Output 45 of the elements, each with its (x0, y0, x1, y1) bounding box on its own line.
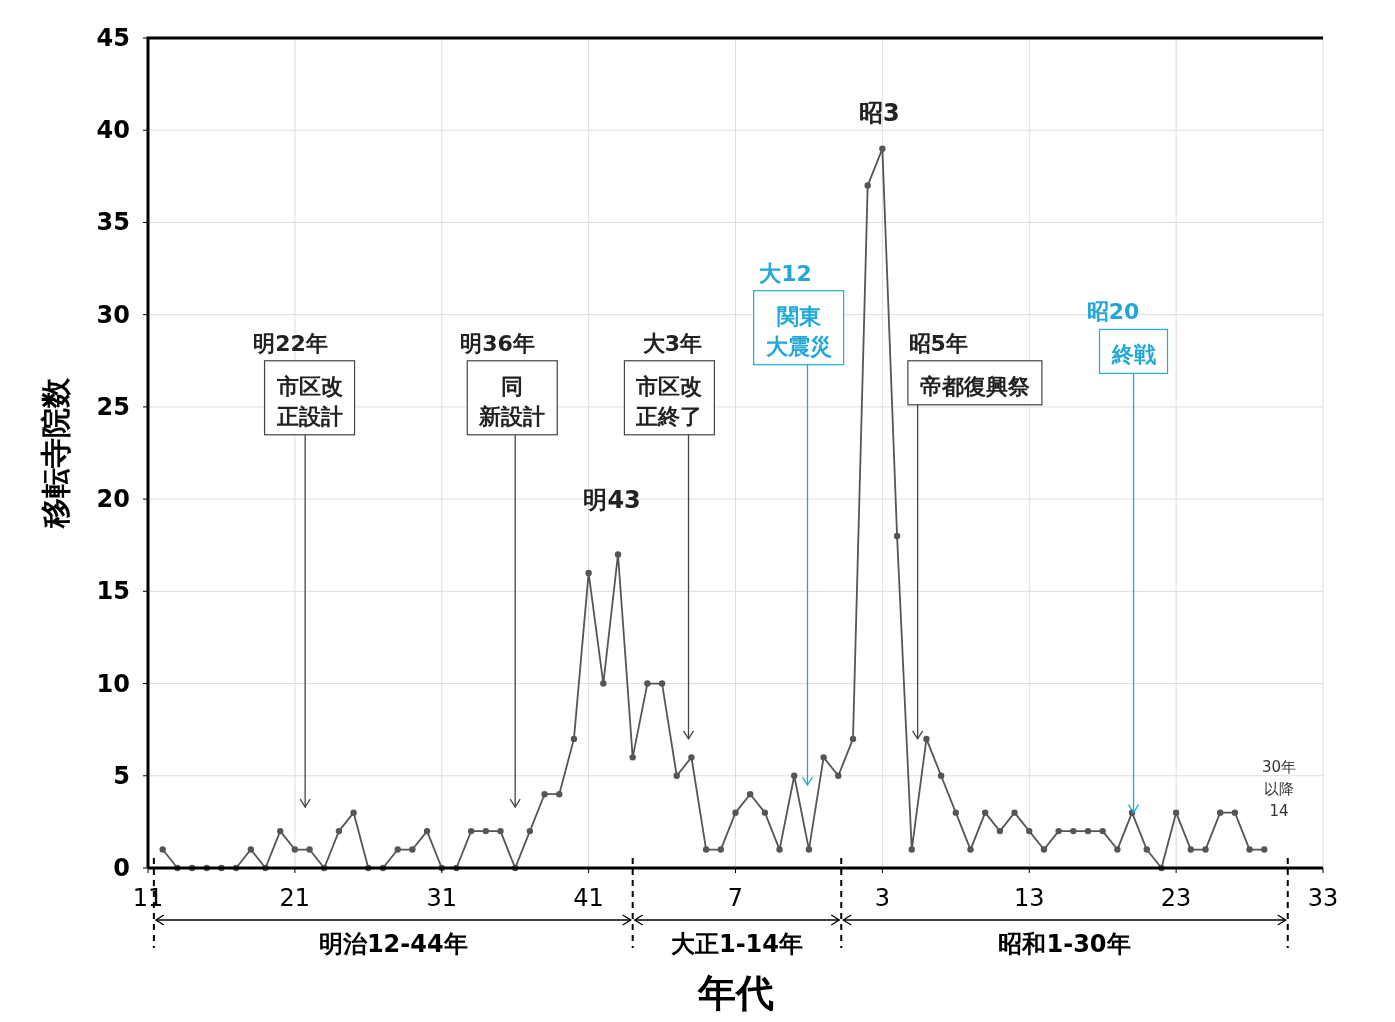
annotation: 30年以降14 (1261, 758, 1296, 821)
x-tick-label: 41 (573, 884, 604, 912)
text-box: 帝都復興祭 (907, 360, 1043, 406)
y-tick-label: 15 (96, 577, 130, 606)
y-tick-label: 40 (96, 116, 130, 145)
x-tick-label: 11 (132, 884, 164, 912)
x-tick-label: 31 (426, 884, 458, 912)
text-box: 市区改正設計 (263, 360, 356, 436)
annotation: 大3年 (642, 330, 702, 356)
annotation: 市区改正終了 (635, 373, 703, 429)
y-tick-label: 5 (113, 761, 130, 790)
y-tick-label: 20 (96, 485, 130, 514)
x-tick-label: 23 (1160, 884, 1192, 912)
text-box: 市区改正終了 (623, 360, 715, 436)
annotation: 明22年 (253, 330, 328, 356)
text-box: 終戦 (1098, 328, 1169, 375)
x-tick-label: 13 (1013, 884, 1045, 912)
y-tick-label: 35 (96, 208, 130, 237)
text: 昭和1-30年 (998, 930, 1131, 958)
y-tick-label: 30 (96, 300, 130, 329)
text-box: 関東大震災 (753, 290, 845, 366)
annotation: 明36年 (460, 330, 535, 356)
text: 大正1-14年 (670, 930, 803, 958)
annotation: 明43 (583, 486, 641, 515)
y-tick-label: 45 (96, 24, 130, 52)
y-tick-label: 0 (113, 854, 130, 882)
annotation: 関東大震災 (765, 303, 832, 359)
x-axis-title: 年代 (696, 971, 774, 1015)
text-box: 同新設計 (466, 360, 558, 436)
y-axis-title: 移転寺院数 (38, 377, 73, 529)
x-tick-label: 3 (874, 884, 891, 912)
annotation: 昭20 (1086, 299, 1140, 325)
x-tick-label: 33 (1307, 884, 1339, 912)
x-tick-label: 21 (279, 884, 311, 912)
annotation: 同新設計 (478, 373, 546, 429)
y-tick-label: 25 (96, 392, 130, 421)
annotation: 昭3 (859, 99, 900, 127)
annotation: 終戦 (1110, 342, 1156, 368)
y-tick-label: 10 (96, 669, 130, 698)
annotation: 昭5年 (908, 330, 968, 356)
annotation: 大12 (759, 260, 812, 286)
text: 明治12-44年 (318, 930, 468, 958)
annotation: 帝都復興祭 (919, 373, 1031, 399)
annotation: 市区改正設計 (275, 373, 343, 429)
x-tick-label: 7 (727, 884, 744, 912)
